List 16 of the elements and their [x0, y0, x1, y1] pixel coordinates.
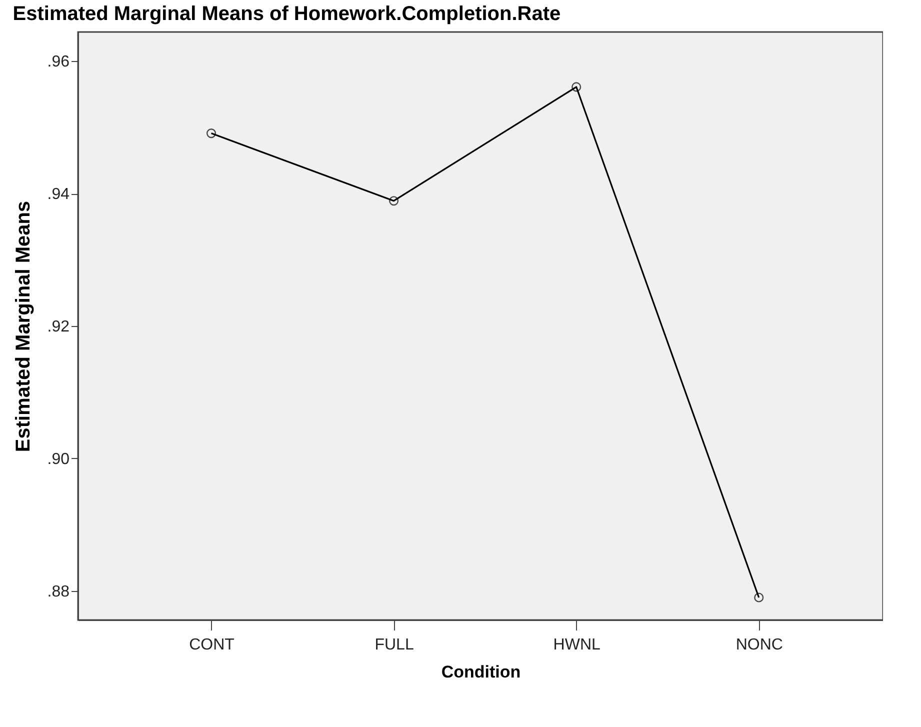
point	[389, 196, 399, 206]
y-tick-label: .94	[47, 186, 70, 204]
y-tick-label: .90	[47, 450, 70, 468]
point	[206, 128, 216, 138]
x-tick-label: NONC	[736, 636, 783, 654]
x-tick-label: FULL	[374, 636, 414, 654]
point	[572, 82, 582, 92]
point	[754, 592, 764, 602]
chart-title: Estimated Marginal Means of Homework.Completion.Rate	[12, 3, 561, 25]
x-axis-title: Condition	[441, 662, 521, 682]
x-tick-label: HWNL	[553, 636, 600, 654]
y-tick-label: .92	[47, 318, 70, 336]
y-axis-title: Estimated Marginal Means	[12, 200, 34, 452]
x-tick-label: CONT	[189, 636, 235, 654]
y-tick-label: .96	[47, 54, 70, 71]
y-tick-label: .88	[47, 583, 70, 600]
